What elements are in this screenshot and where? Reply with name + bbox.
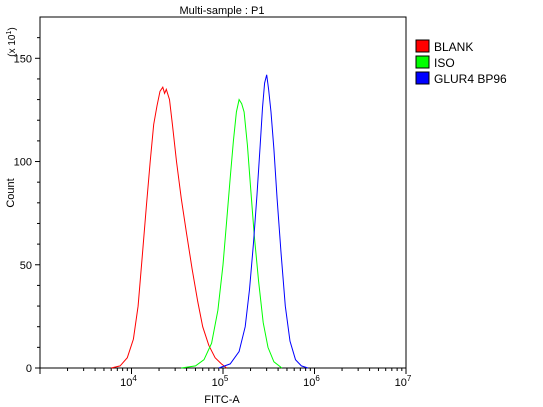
legend-swatch (415, 55, 430, 69)
x-tick-label: 106 (303, 374, 320, 389)
legend-swatch (415, 39, 430, 53)
series-line-glur4-bp96 (218, 74, 309, 369)
series-lines (111, 74, 309, 369)
y-tick-label: 150 (14, 53, 32, 65)
legend: BLANK ISO GLUR4 BP96 (415, 39, 507, 86)
plot-area-frame (39, 16, 407, 369)
legend-label: GLUR4 BP96 (434, 72, 507, 86)
x-tick-label: 105 (212, 374, 229, 389)
y-tick-label: 0 (26, 363, 32, 375)
y-axis-label: Count (5, 178, 17, 207)
x-axis-label: FITC-A (204, 394, 240, 406)
y-axis-ticks: 0 50 100 150 (14, 37, 40, 375)
legend-label: BLANK (434, 40, 473, 54)
legend-label: ISO (434, 56, 455, 70)
series-line-iso (181, 98, 283, 369)
chart-title: Multi-sample : P1 (180, 5, 265, 17)
series-line-blank (111, 86, 228, 369)
y-tick-label: 50 (20, 260, 32, 272)
x-tick-label: 104 (120, 374, 137, 389)
x-axis-ticks: 104 105 106 107 (39, 368, 412, 389)
legend-swatch (415, 71, 430, 85)
y-tick-label: 100 (14, 157, 32, 169)
x-tick-label: 107 (395, 374, 412, 389)
y-multiplier-label: (x 101) (6, 27, 18, 56)
